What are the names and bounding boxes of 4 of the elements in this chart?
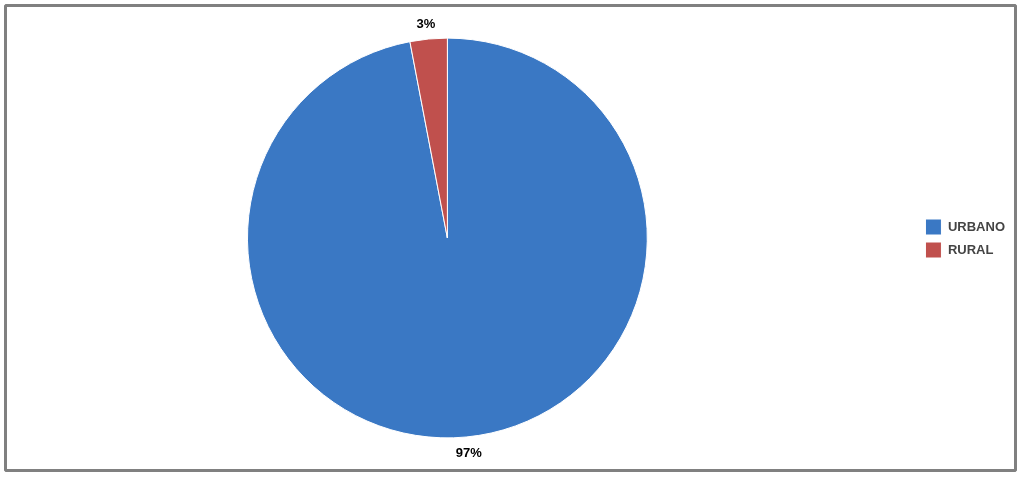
data-label: 97% [455, 445, 483, 461]
legend-label: RURAL [947, 241, 994, 257]
data-label: 3% [416, 15, 436, 31]
legend-label: URBANO [947, 218, 1005, 234]
